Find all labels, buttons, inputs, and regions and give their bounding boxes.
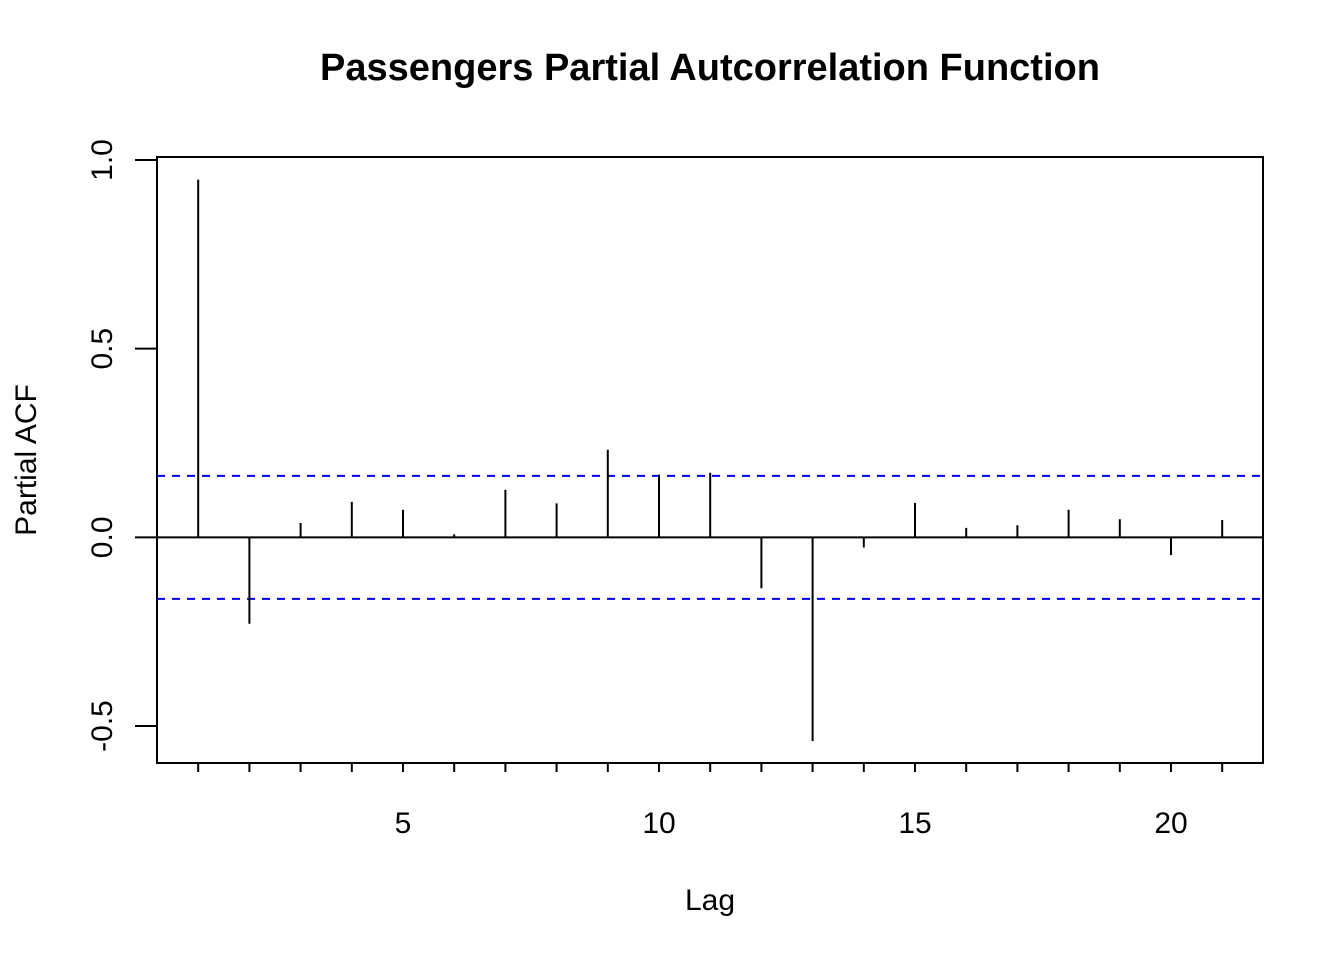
plot-frame	[156, 156, 1264, 764]
y-tick-label: 0.0	[86, 516, 119, 558]
x-axis-label: Lag	[685, 884, 735, 917]
x-tick-label: 5	[395, 807, 412, 840]
x-axis: 5 10 15 20	[197, 763, 1224, 840]
pacf-bars	[197, 179, 1224, 742]
x-tick-label: 10	[642, 807, 675, 840]
y-tick-label: 1.0	[86, 139, 119, 181]
y-axis-label: Partial ACF	[10, 384, 43, 536]
y-tick-label: 0.5	[86, 328, 119, 370]
y-tick-label: -0.5	[86, 700, 119, 752]
x-tick-label: 20	[1154, 807, 1187, 840]
y-axis: -0.5 0.0 0.5 1.0	[86, 139, 158, 752]
x-tick-label: 15	[898, 807, 931, 840]
chart-title: Passengers Partial Autcorrelation Functi…	[320, 47, 1100, 89]
